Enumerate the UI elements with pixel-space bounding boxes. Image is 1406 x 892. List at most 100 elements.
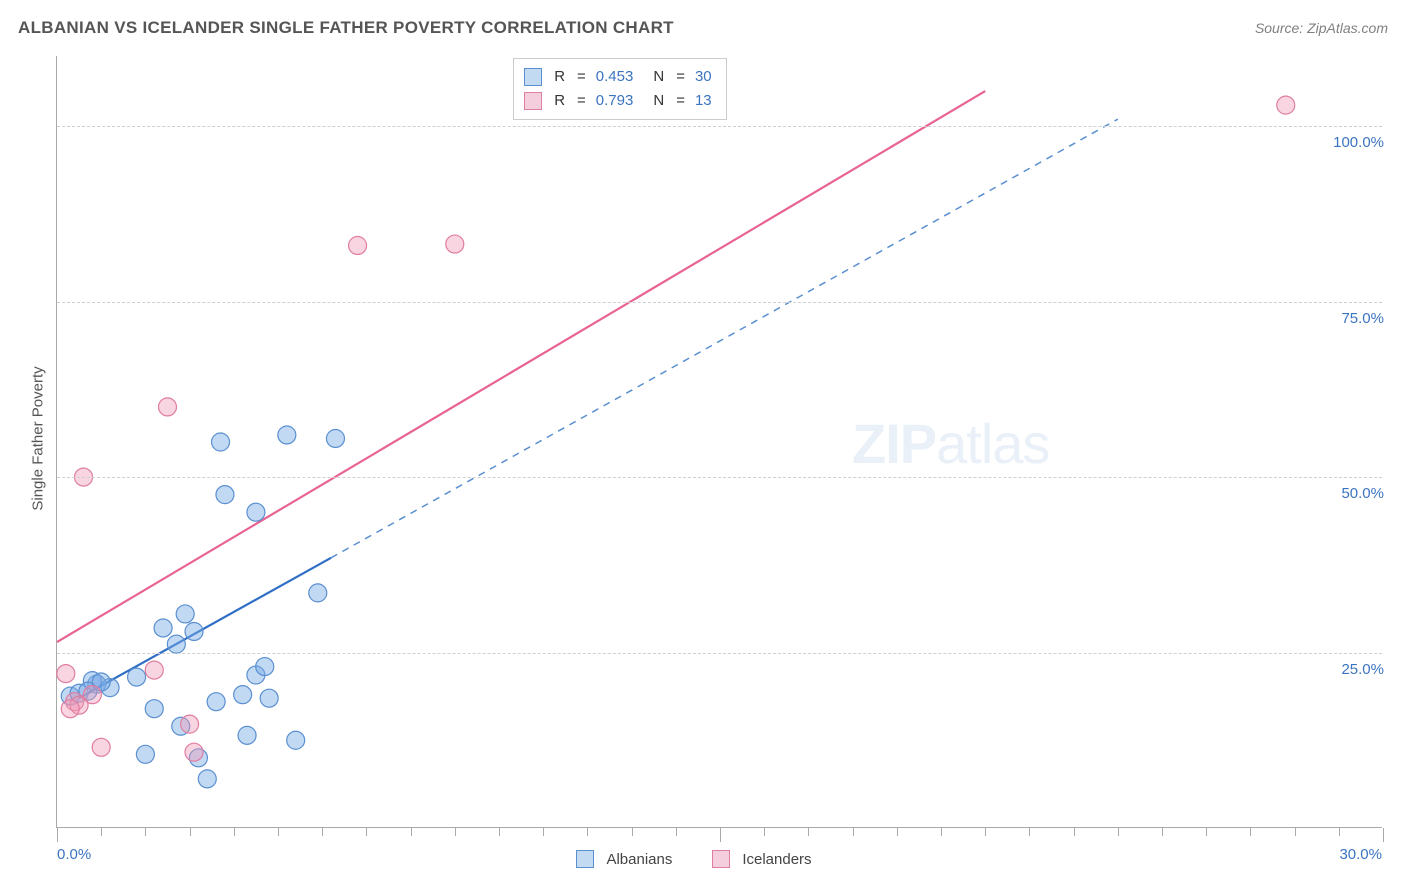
x-tick (985, 828, 986, 836)
trend-line (79, 558, 331, 698)
x-tick (322, 828, 323, 836)
chart-source: Source: ZipAtlas.com (1255, 20, 1388, 36)
data-point (278, 426, 296, 444)
x-tick (808, 828, 809, 836)
data-point (159, 398, 177, 416)
x-tick (720, 828, 721, 842)
data-point (446, 235, 464, 253)
legend-label: Icelanders (742, 851, 811, 868)
x-tick (57, 828, 58, 842)
data-point (234, 686, 252, 704)
stat-eq: = (577, 65, 586, 89)
chart-title: ALBANIAN VS ICELANDER SINGLE FATHER POVE… (18, 18, 674, 38)
data-point (145, 661, 163, 679)
stat-eq: = (577, 89, 586, 113)
x-tick (1118, 828, 1119, 836)
x-tick (455, 828, 456, 836)
x-tick (1162, 828, 1163, 836)
x-tick (941, 828, 942, 836)
gridline (57, 302, 1382, 303)
data-point (61, 700, 79, 718)
x-tick (676, 828, 677, 836)
gridline (57, 477, 1382, 478)
data-point (154, 619, 172, 637)
data-point (176, 605, 194, 623)
y-tick-label: 50.0% (1341, 485, 1384, 502)
stat-n-value: 30 (695, 65, 712, 89)
stat-r-label: R (554, 89, 565, 113)
legend-item: Icelanders (712, 850, 811, 868)
legend-swatch (576, 850, 594, 868)
x-tick-label: 0.0% (57, 846, 91, 863)
data-point (185, 743, 203, 761)
trend-line-dashed (331, 119, 1118, 558)
x-tick (632, 828, 633, 836)
data-point (287, 731, 305, 749)
stat-n-value: 13 (695, 89, 712, 113)
data-point (1277, 96, 1295, 114)
plot-area: ZIPatlas 25.0%50.0%75.0%100.0%0.0%30.0% (56, 56, 1382, 828)
x-tick (587, 828, 588, 836)
data-point (57, 665, 75, 683)
chart-header: ALBANIAN VS ICELANDER SINGLE FATHER POVE… (18, 18, 1388, 38)
data-point (216, 486, 234, 504)
data-point (128, 668, 146, 686)
x-tick (499, 828, 500, 836)
x-tick (190, 828, 191, 836)
data-point (247, 503, 265, 521)
x-tick (1206, 828, 1207, 836)
plot-svg (57, 56, 1383, 828)
data-point (136, 745, 154, 763)
data-point (185, 622, 203, 640)
x-tick (1029, 828, 1030, 836)
legend-label: Albanians (606, 851, 672, 868)
x-tick (543, 828, 544, 836)
data-point (145, 700, 163, 718)
data-point (212, 433, 230, 451)
stats-row: R=0.793N=13 (524, 89, 711, 113)
stats-swatch (524, 68, 542, 86)
x-tick (1295, 828, 1296, 836)
stat-eq: = (676, 65, 685, 89)
data-point (167, 635, 185, 653)
stat-n-label: N (653, 89, 664, 113)
chart-container: ALBANIAN VS ICELANDER SINGLE FATHER POVE… (0, 0, 1406, 892)
y-tick-label: 100.0% (1333, 134, 1384, 151)
stats-swatch (524, 92, 542, 110)
legend-item: Albanians (576, 850, 672, 868)
data-point (181, 715, 199, 733)
stats-row: R=0.453N=30 (524, 65, 711, 89)
y-tick-label: 75.0% (1341, 310, 1384, 327)
x-tick (1250, 828, 1251, 836)
x-tick (145, 828, 146, 836)
x-tick (1383, 828, 1384, 842)
gridline (57, 126, 1382, 127)
legend-swatch (712, 850, 730, 868)
y-tick-label: 25.0% (1341, 661, 1384, 678)
x-tick (1074, 828, 1075, 836)
data-point (349, 236, 367, 254)
data-point (256, 658, 274, 676)
x-tick (411, 828, 412, 836)
data-point (309, 584, 327, 602)
data-point (326, 429, 344, 447)
y-axis-label: Single Father Poverty (30, 359, 47, 519)
data-point (238, 726, 256, 744)
x-tick (366, 828, 367, 836)
stat-r-value: 0.793 (596, 89, 634, 113)
data-point (207, 693, 225, 711)
stats-box: R=0.453N=30R=0.793N=13 (513, 58, 726, 120)
x-tick (234, 828, 235, 836)
x-tick (101, 828, 102, 836)
gridline (57, 653, 1382, 654)
x-tick (764, 828, 765, 836)
x-tick (278, 828, 279, 836)
stat-n-label: N (653, 65, 664, 89)
bottom-legend: Albanians Icelanders (576, 850, 811, 868)
x-tick (853, 828, 854, 836)
trend-line (57, 91, 985, 642)
data-point (198, 770, 216, 788)
stat-r-value: 0.453 (596, 65, 634, 89)
x-tick (897, 828, 898, 836)
data-point (92, 738, 110, 756)
